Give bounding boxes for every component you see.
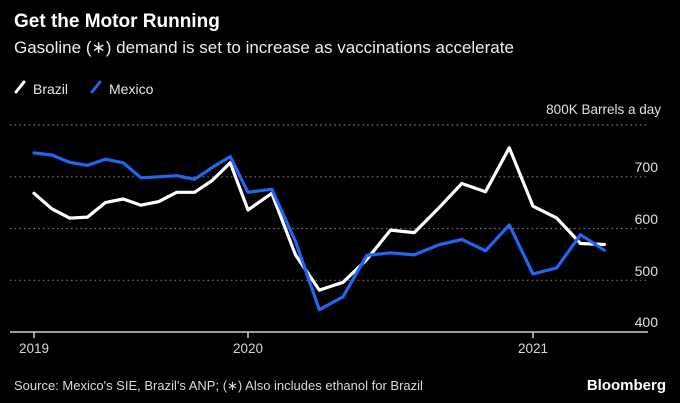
y-axis-label-700: 700 — [634, 159, 658, 175]
y-axis-label-400: 400 — [634, 314, 658, 330]
brazil-line-swatch-icon — [14, 80, 27, 97]
y-axis-label-600: 600 — [634, 211, 658, 227]
x-axis-label-2020: 2020 — [232, 341, 264, 356]
mexico-line — [32, 151, 606, 312]
mexico-line-swatch-icon — [90, 80, 103, 97]
source-note: Source: Mexico's SIE, Brazil's ANP; (∗) … — [14, 378, 423, 393]
x-axis-label-2019: 2019 — [18, 341, 50, 356]
bloomberg-logo: Bloomberg — [586, 377, 666, 394]
legend-item-mexico: Mexico — [90, 80, 153, 97]
legend: Brazil Mexico — [14, 80, 153, 97]
brazil-line — [32, 146, 606, 292]
legend-item-brazil: Brazil — [14, 80, 68, 97]
legend-label-mexico: Mexico — [109, 80, 154, 97]
y-axis-label-500: 500 — [634, 263, 658, 279]
chart-subtitle: Gasoline (∗) demand is set to increase a… — [14, 38, 514, 57]
x-axis-label-2021: 2021 — [517, 341, 549, 356]
y-axis-unit-note: 800K Barrels a day — [546, 102, 661, 117]
page-title: Get the Motor Running — [14, 11, 220, 32]
legend-label-brazil: Brazil — [33, 80, 69, 97]
